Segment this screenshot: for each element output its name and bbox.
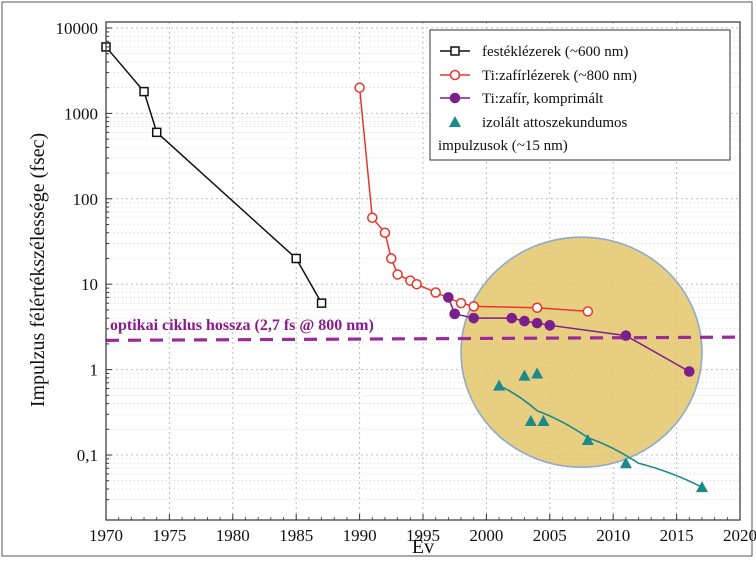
data-point xyxy=(443,292,454,303)
data-point xyxy=(468,312,480,324)
x-tick-label: 1995 xyxy=(406,526,440,545)
data-point xyxy=(411,278,422,290)
legend-label: Ti:zafír, komprimált xyxy=(482,91,604,107)
legend-marker xyxy=(449,69,461,81)
data-point xyxy=(455,297,467,309)
data-point xyxy=(582,306,594,317)
data-point xyxy=(354,82,365,93)
x-tick-label: 1985 xyxy=(279,526,313,545)
legend-label: Ti:zafírlézerek (~800 nm) xyxy=(482,68,637,84)
data-point xyxy=(379,227,391,239)
data-point xyxy=(386,253,397,264)
data-point xyxy=(531,302,543,313)
data-point xyxy=(531,317,543,329)
series-2 xyxy=(354,82,594,317)
x-tick-label: 2010 xyxy=(596,526,630,545)
data-point xyxy=(519,315,530,327)
x-tick-label: 2005 xyxy=(533,526,567,545)
y-tick-label: 10 xyxy=(81,275,98,294)
x-tick-label: 1980 xyxy=(216,526,250,545)
series-4 xyxy=(493,367,708,493)
data-point xyxy=(518,369,531,381)
data-point xyxy=(544,320,556,331)
x-tick-label: 1970 xyxy=(89,526,123,545)
data-point xyxy=(392,269,403,280)
data-point xyxy=(695,481,708,493)
y-axis-title: Impulzus félértékszélessége (fsec) xyxy=(27,133,49,407)
legend-label: izolált attoszekundumos xyxy=(482,115,628,131)
y-tick-label: 100 xyxy=(73,190,99,209)
legend-marker xyxy=(450,46,460,56)
data-point xyxy=(291,253,301,264)
data-point xyxy=(367,212,378,223)
x-axis-title: Év xyxy=(412,535,434,558)
reference-line xyxy=(105,335,741,342)
data-point xyxy=(619,457,632,469)
x-tick-label: 2000 xyxy=(469,526,503,545)
data-point xyxy=(493,379,506,391)
data-point xyxy=(316,298,327,308)
y-tick-label: 0,1 xyxy=(77,446,98,465)
data-point xyxy=(139,86,149,97)
data-point xyxy=(430,287,441,298)
x-tick-label: 2015 xyxy=(660,526,694,545)
data-point xyxy=(506,312,518,324)
x-tick-label: 2020 xyxy=(723,526,756,545)
data-point xyxy=(620,330,632,341)
series-3 xyxy=(443,292,695,377)
data-point xyxy=(524,415,537,427)
data-point xyxy=(581,433,594,445)
data-point xyxy=(151,127,162,138)
reference-line-label: optikai ciklus hossza (2,7 fs @ 800 nm) xyxy=(110,317,374,334)
legend-label: festéklézerek (~600 nm) xyxy=(482,44,628,60)
legend-label: impulzusok (~15 nm) xyxy=(438,138,568,154)
highlight-ellipse xyxy=(460,236,703,468)
legend-marker xyxy=(449,116,461,127)
x-tick-label: 1990 xyxy=(343,526,377,545)
data-point xyxy=(531,367,544,379)
y-tick-label: 10000 xyxy=(56,19,99,38)
data-point xyxy=(468,301,479,312)
y-tick-label: 1 xyxy=(90,361,99,380)
data-point xyxy=(537,415,550,427)
data-point xyxy=(449,308,461,320)
data-point xyxy=(683,366,695,377)
x-tick-label: 1975 xyxy=(152,526,186,545)
legend-box xyxy=(429,29,731,161)
y-tick-label: 1000 xyxy=(64,104,98,123)
legend-marker xyxy=(449,92,461,104)
